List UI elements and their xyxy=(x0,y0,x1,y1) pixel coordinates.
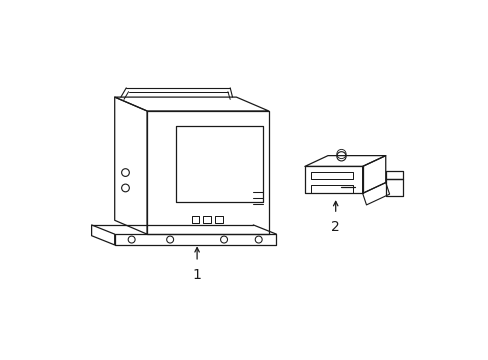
Text: 2: 2 xyxy=(331,220,339,234)
Text: 1: 1 xyxy=(192,268,201,282)
